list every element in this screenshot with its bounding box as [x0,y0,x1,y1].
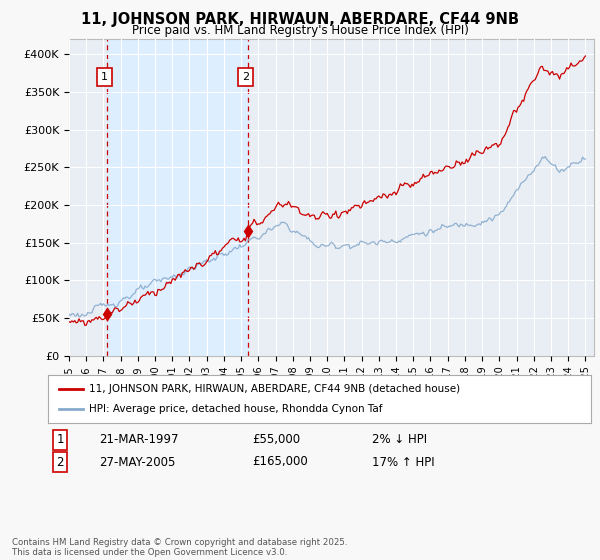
Text: 27-MAY-2005: 27-MAY-2005 [99,455,175,469]
Text: £165,000: £165,000 [252,455,308,469]
Text: 1: 1 [101,72,108,82]
Text: 2: 2 [56,455,64,469]
Text: 2% ↓ HPI: 2% ↓ HPI [372,433,427,446]
Text: £55,000: £55,000 [252,433,300,446]
Text: 11, JOHNSON PARK, HIRWAUN, ABERDARE, CF44 9NB (detached house): 11, JOHNSON PARK, HIRWAUN, ABERDARE, CF4… [89,384,460,394]
Text: Price paid vs. HM Land Registry's House Price Index (HPI): Price paid vs. HM Land Registry's House … [131,24,469,36]
Bar [107,39,248,356]
Text: 21-MAR-1997: 21-MAR-1997 [99,433,179,446]
Text: 17% ↑ HPI: 17% ↑ HPI [372,455,434,469]
Text: HPI: Average price, detached house, Rhondda Cynon Taf: HPI: Average price, detached house, Rhon… [89,404,382,414]
Text: 2: 2 [242,72,249,82]
Text: 11, JOHNSON PARK, HIRWAUN, ABERDARE, CF44 9NB: 11, JOHNSON PARK, HIRWAUN, ABERDARE, CF4… [81,12,519,27]
Text: Contains HM Land Registry data © Crown copyright and database right 2025.
This d: Contains HM Land Registry data © Crown c… [12,538,347,557]
Text: 1: 1 [56,433,64,446]
